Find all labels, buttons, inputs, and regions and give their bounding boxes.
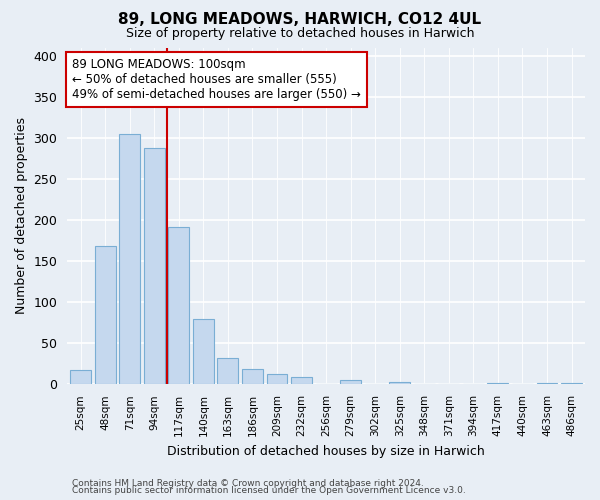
Bar (169, 228, 189, 384)
Bar (340, 380, 361, 384)
Text: Contains HM Land Registry data © Crown copyright and database right 2024.: Contains HM Land Registry data © Crown c… (72, 478, 424, 488)
Text: 89 LONG MEADOWS: 100sqm
← 50% of detached houses are smaller (555)
49% of semi-d: 89 LONG MEADOWS: 100sqm ← 50% of detache… (73, 58, 361, 100)
Text: Contains public sector information licensed under the Open Government Licence v3: Contains public sector information licen… (72, 486, 466, 495)
Text: Size of property relative to detached houses in Harwich: Size of property relative to detached ho… (126, 28, 474, 40)
Bar (536, 382, 557, 384)
Bar (70, 370, 91, 384)
Bar (389, 382, 410, 384)
Y-axis label: Number of detached properties: Number of detached properties (15, 118, 28, 314)
Bar (242, 368, 263, 384)
Bar (291, 377, 312, 384)
X-axis label: Distribution of detached houses by size in Harwich: Distribution of detached houses by size … (167, 444, 485, 458)
Bar (95, 246, 116, 384)
Text: 89, LONG MEADOWS, HARWICH, CO12 4UL: 89, LONG MEADOWS, HARWICH, CO12 4UL (118, 12, 482, 28)
Bar (119, 134, 140, 384)
Bar (487, 382, 508, 384)
Bar (561, 382, 582, 384)
Bar (144, 148, 165, 384)
Bar (266, 374, 287, 384)
Bar (193, 320, 214, 384)
Bar (217, 358, 238, 384)
